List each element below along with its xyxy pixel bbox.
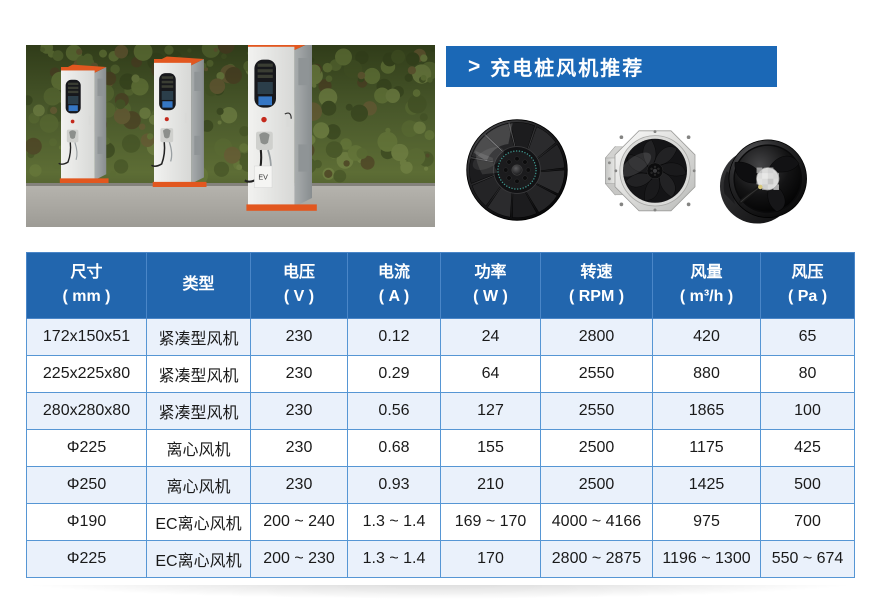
svg-text:EV: EV: [258, 173, 268, 182]
